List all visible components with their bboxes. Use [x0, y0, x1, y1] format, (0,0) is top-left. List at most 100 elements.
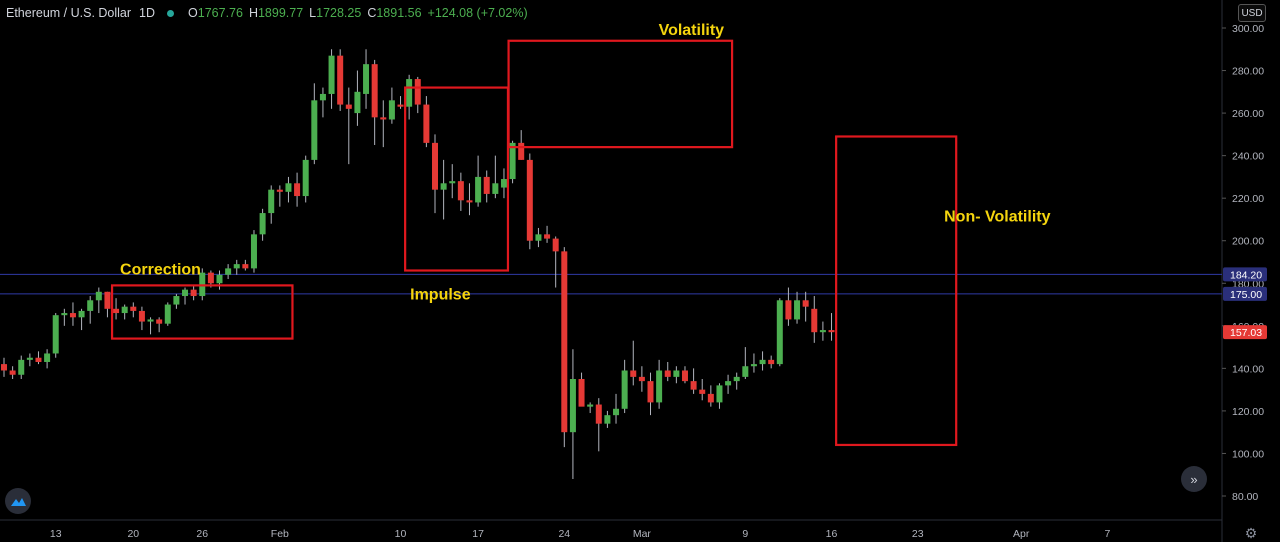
candle [113, 298, 120, 320]
candle [363, 49, 370, 109]
candle [544, 225, 551, 243]
candle [294, 172, 301, 207]
candle-body-up [18, 359, 25, 375]
candle-body-up [354, 91, 361, 114]
candle-body-down [337, 55, 344, 105]
scroll-to-realtime-icon[interactable]: » [1181, 466, 1207, 492]
candle [664, 361, 671, 382]
candle-body-down [578, 379, 585, 407]
last-price-label: 157.03 [1230, 327, 1262, 339]
candle-body-up [621, 370, 628, 409]
y-tick-label: 240.00 [1232, 151, 1264, 163]
candle-body-up [716, 385, 723, 403]
candle [647, 372, 654, 416]
candle-body-up [182, 289, 189, 297]
candle-body-up [742, 366, 749, 377]
x-tick-label: Mar [633, 528, 652, 540]
candle [699, 379, 706, 401]
candle [104, 291, 111, 318]
close-label: C [367, 6, 377, 20]
candle [794, 291, 801, 324]
y-tick-label: 100.00 [1232, 448, 1264, 460]
price-line-badge [1223, 286, 1267, 301]
candle-body-up [492, 183, 499, 194]
candle-body-down [518, 142, 525, 160]
candle [440, 159, 447, 220]
candle [432, 134, 438, 214]
annotation-label: Non- Volatility [944, 208, 1050, 225]
candle [164, 302, 171, 326]
candle-body-up [819, 330, 826, 333]
candle-body-down [707, 393, 714, 403]
x-tick-label: 23 [912, 528, 924, 540]
low-label: L [309, 6, 317, 20]
chart-header: Ethereum / U.S. Dollar 1D O 1767.76 H 1899… [6, 4, 528, 22]
candle-body-up [319, 93, 326, 101]
candle [156, 317, 163, 333]
candle-body-down [544, 234, 551, 239]
candle [121, 304, 128, 320]
candle-body-up [225, 268, 232, 275]
candle [18, 355, 25, 379]
candle-body-up [311, 100, 318, 160]
open-value: 1767.76 [197, 6, 243, 20]
candle [604, 410, 611, 428]
candle-body-up [475, 176, 482, 203]
x-tick-label: 26 [196, 528, 208, 540]
candle [733, 372, 740, 390]
candle-body-down [647, 381, 654, 403]
candle [587, 402, 594, 414]
candle-body-up [440, 183, 447, 190]
candle [87, 296, 94, 324]
x-tick-label: 20 [127, 528, 139, 540]
candle-body-up [44, 353, 51, 362]
candle [35, 351, 42, 365]
candle-body-down [483, 176, 490, 194]
price-line-badge [1223, 267, 1267, 282]
candle-body-up [509, 142, 516, 180]
candle [44, 349, 51, 369]
y-tick-label: 300.00 [1232, 23, 1264, 35]
high-value: 1899.77 [257, 6, 304, 20]
candle [535, 227, 542, 248]
candle [819, 321, 826, 341]
gear-icon[interactable]: ⚙ [1244, 525, 1258, 541]
cloud-logo-icon [11, 498, 26, 506]
close-value: 1891.56 [376, 6, 422, 20]
candle [371, 59, 378, 145]
candle-body-down [130, 306, 137, 311]
x-tick-label: Feb [271, 528, 289, 540]
price-line-label: 175.00 [1230, 289, 1262, 301]
candle-body-up [61, 313, 68, 316]
candle-body-down [138, 310, 145, 322]
candle [750, 353, 757, 373]
candle [406, 74, 413, 120]
price-line-label: 184.20 [1230, 269, 1262, 281]
timeframe-label[interactable]: 1D [139, 6, 156, 20]
symbol-title[interactable]: Ethereum / U.S. Dollar [6, 6, 132, 20]
candle-body-up [587, 404, 594, 407]
candle-body-down [35, 357, 42, 362]
candle-body-down [802, 300, 809, 307]
candle [423, 96, 430, 148]
candle [345, 87, 352, 165]
candle-body-up [673, 370, 680, 377]
y-tick-label: 260.00 [1232, 108, 1264, 120]
candle-body-down [371, 64, 378, 118]
tradingview-logo[interactable] [5, 488, 31, 514]
currency-button[interactable]: USD [1238, 4, 1266, 22]
candle-body-up [604, 415, 611, 424]
candle-body-down [768, 359, 775, 365]
candle [500, 168, 507, 199]
annotation-label: Volatility [659, 22, 725, 39]
candle [354, 70, 361, 126]
candle [138, 306, 145, 331]
candle-body-down [104, 291, 111, 309]
low-value: 1728.25 [316, 6, 362, 20]
candle-body-up [535, 234, 542, 241]
candle-body-up [794, 300, 801, 320]
candle-body-up [95, 291, 102, 301]
candle [552, 236, 559, 288]
candle-body-down [638, 376, 645, 382]
